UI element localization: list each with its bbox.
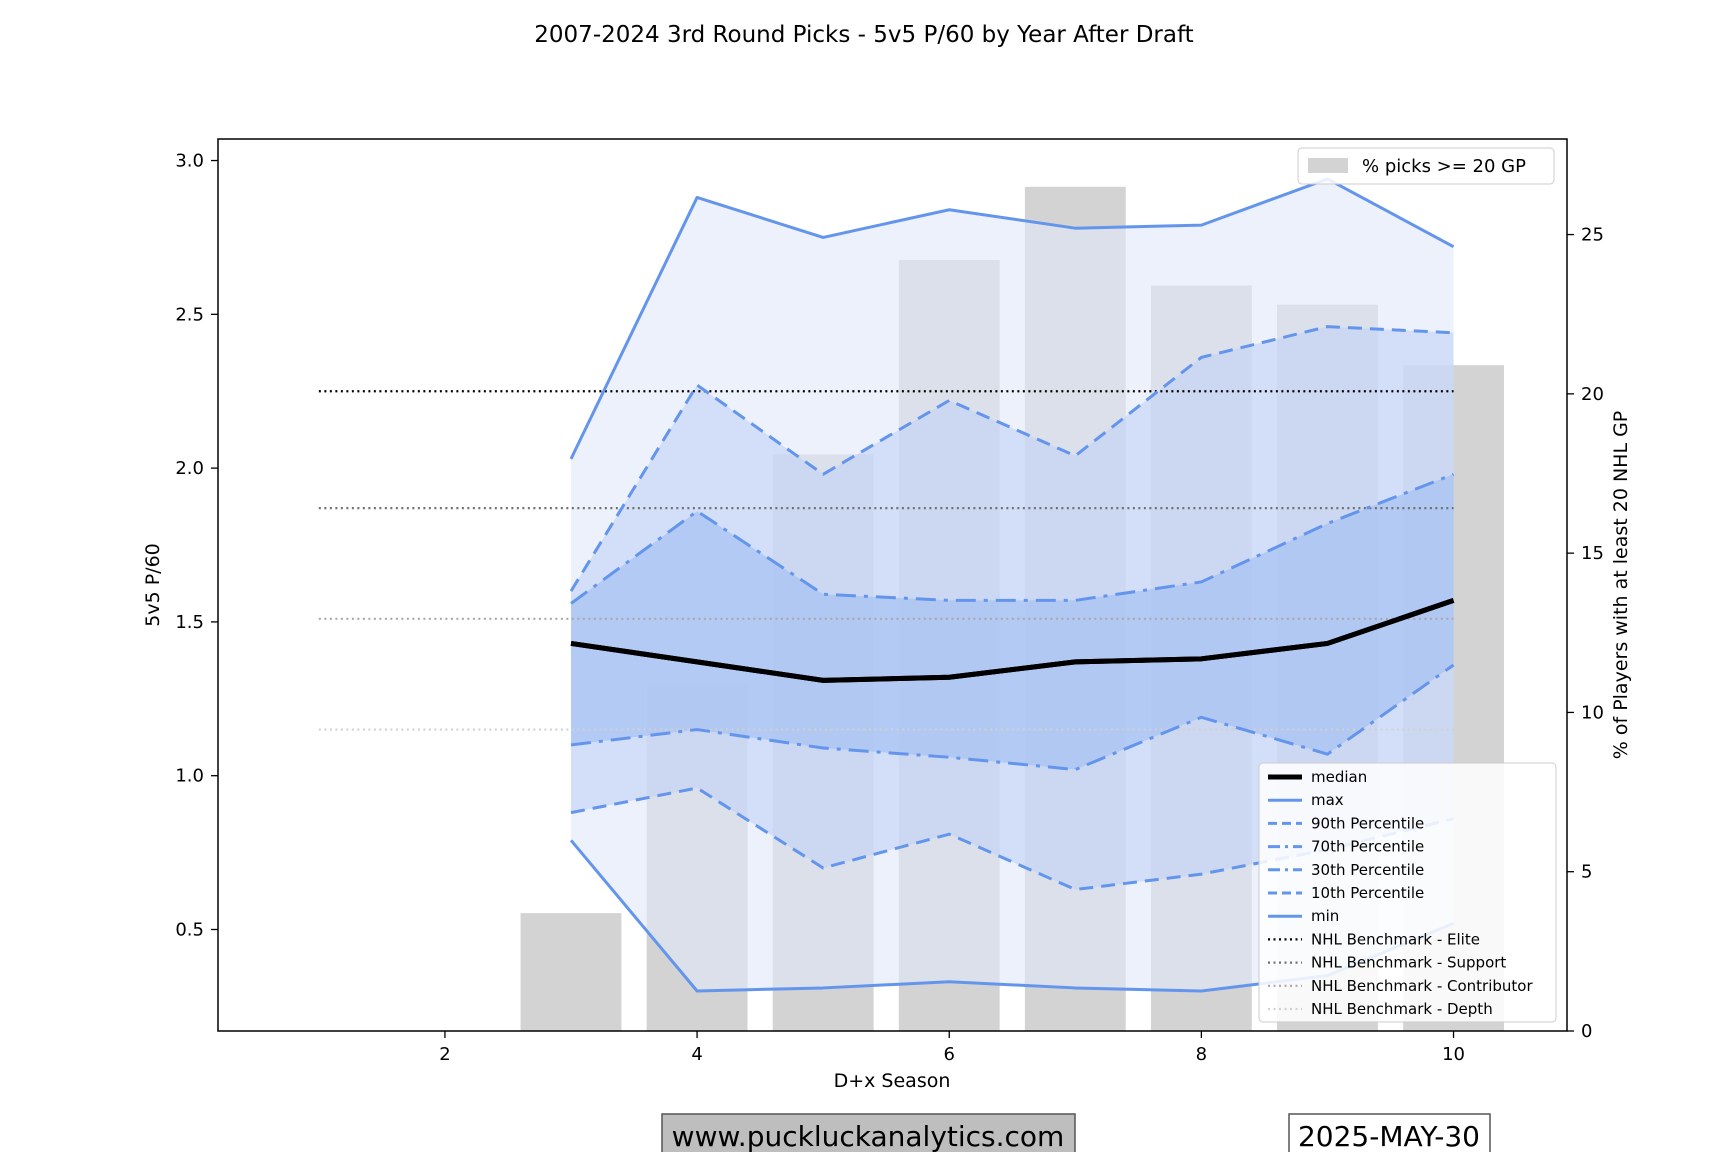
- legend-label: 10th Percentile: [1311, 884, 1424, 902]
- website-text: www.puckluckanalytics.com: [672, 1120, 1065, 1152]
- legend-label: 30th Percentile: [1311, 861, 1424, 879]
- plot-frame: [217, 138, 1568, 1032]
- bar-legend-label: % picks >= 20 GP: [1362, 156, 1526, 177]
- y2-tick-label: 10: [1581, 702, 1604, 723]
- x-axis: 2 4 6 8 10: [439, 1031, 1465, 1065]
- legend-label: 90th Percentile: [1311, 814, 1424, 832]
- y2-tick-label: 20: [1581, 384, 1604, 405]
- y-axis-label: 5v5 P/60: [142, 543, 164, 627]
- bar-3: [520, 913, 622, 1031]
- x-tick-label: 4: [691, 1044, 702, 1065]
- legend-label: max: [1311, 791, 1344, 809]
- y2-axis-label: % of Players with at least 20 NHL GP: [1610, 411, 1632, 760]
- y2-axis: 0 5 10 15 20 25: [1567, 225, 1604, 1042]
- x-tick-label: 6: [944, 1044, 955, 1065]
- line-legend: median max 90th Percentile 70th Percentile 3…: [1258, 762, 1557, 1023]
- y-tick-label: 0.5: [175, 919, 204, 940]
- legend-label: median: [1311, 768, 1367, 786]
- median-line: [570, 598, 1455, 683]
- y-axis: 0.5 1.0 1.5 2.0 2.5 3.0: [175, 151, 218, 940]
- legend-label: NHL Benchmark - Elite: [1311, 930, 1480, 948]
- legend-label: NHL Benchmark - Contributor: [1311, 977, 1533, 995]
- x-tick-label: 8: [1196, 1044, 1207, 1065]
- bar-legend-swatch: [1308, 158, 1348, 173]
- date-box: [1288, 1113, 1491, 1152]
- date-text: 2025-MAY-30: [1298, 1120, 1480, 1152]
- x-tick-label: 10: [1442, 1044, 1465, 1065]
- y-tick-label: 1.0: [175, 766, 204, 787]
- benchmarks-layer: [318, 390, 1454, 731]
- website-box: [661, 1113, 1076, 1152]
- y2-tick-label: 25: [1581, 225, 1604, 246]
- series-line: [569, 177, 1455, 460]
- y-tick-label: 3.0: [175, 151, 204, 172]
- series-line: [569, 325, 1454, 592]
- y-tick-label: 2.0: [175, 458, 204, 479]
- band-30-70: [571, 474, 1454, 770]
- series-line: [570, 663, 1455, 772]
- y-tick-label: 1.5: [175, 612, 204, 633]
- y2-tick-label: 5: [1581, 862, 1592, 883]
- bar-legend: % picks >= 20 GP: [1297, 147, 1555, 185]
- footer: www.puckluckanalytics.com 2025-MAY-30: [661, 1113, 1491, 1152]
- legend-label: 70th Percentile: [1311, 838, 1424, 856]
- legend-label: min: [1311, 907, 1339, 925]
- bands-layer: [571, 178, 1454, 992]
- chart-title: 2007-2024 3rd Round Picks - 5v5 P/60 by …: [534, 22, 1193, 48]
- legend-label: NHL Benchmark - Depth: [1311, 1000, 1493, 1018]
- x-tick-label: 2: [439, 1044, 450, 1065]
- y2-tick-label: 15: [1581, 543, 1604, 564]
- series-line: [570, 472, 1455, 605]
- legend-label: NHL Benchmark - Support: [1311, 954, 1506, 972]
- y-tick-label: 2.5: [175, 304, 204, 325]
- y2-tick-label: 0: [1581, 1021, 1592, 1042]
- x-axis-label: D+x Season: [834, 1070, 951, 1092]
